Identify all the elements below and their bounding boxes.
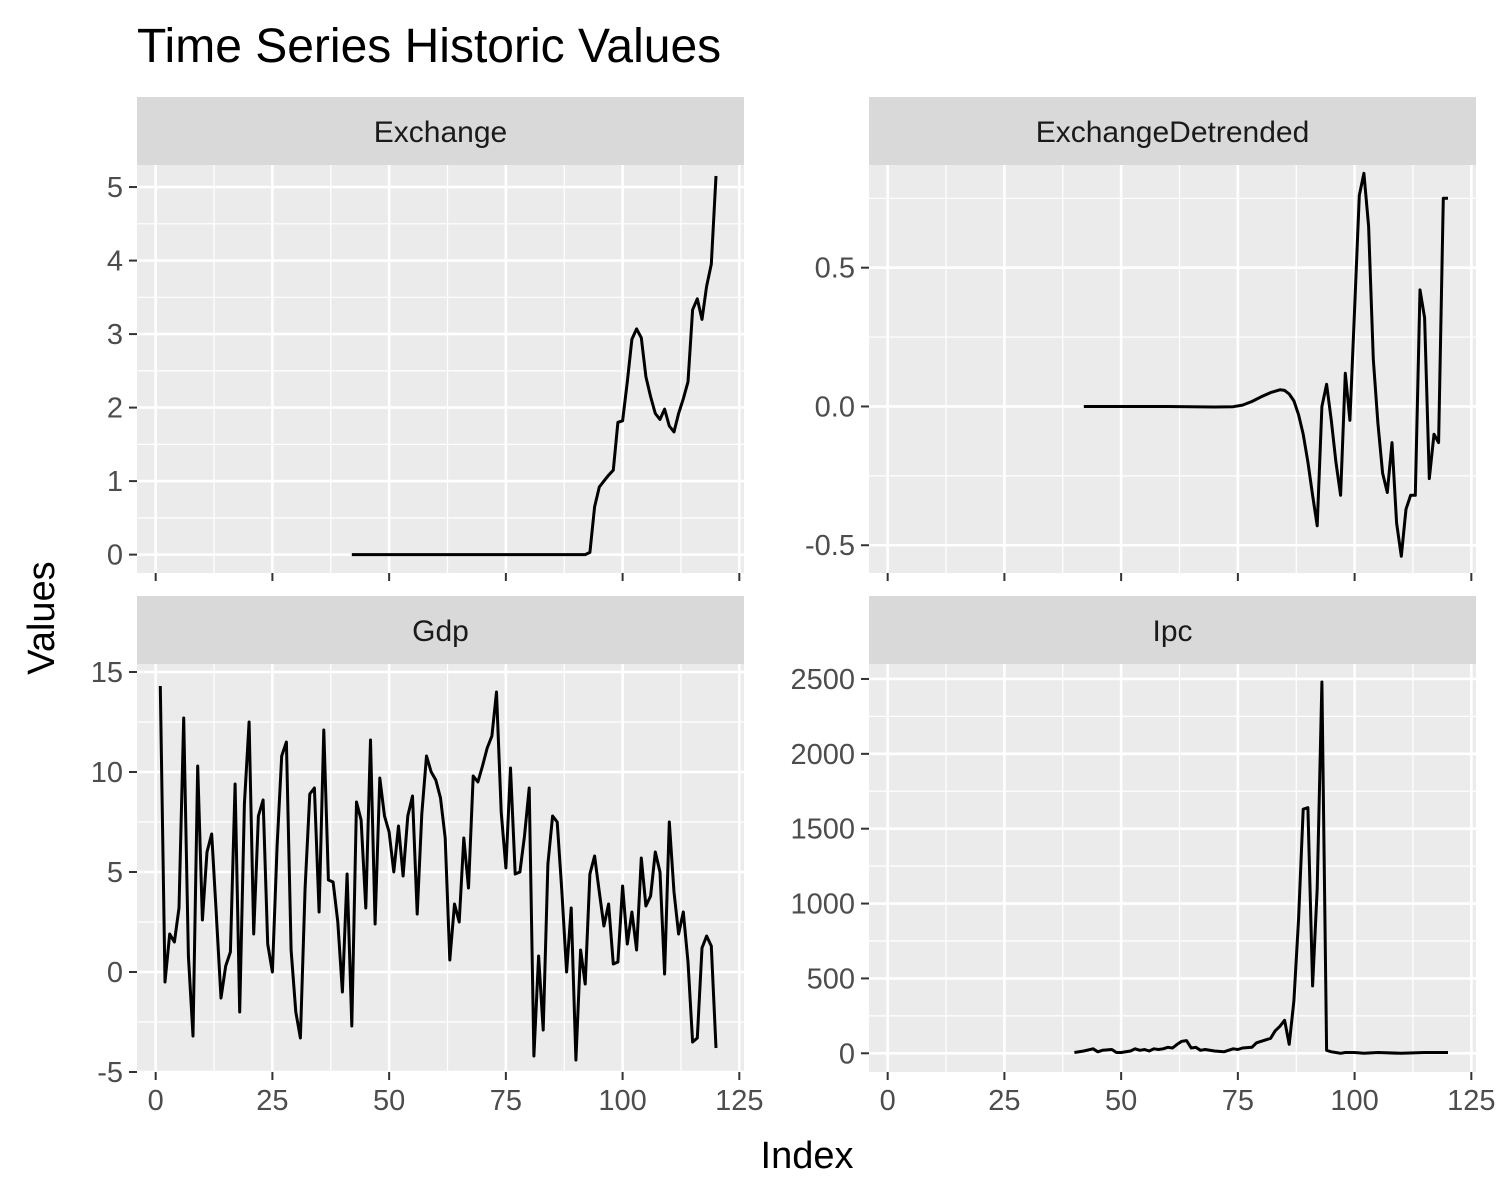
chart-title: Time Series Historic Values <box>137 20 721 73</box>
x-tick-label: 100 <box>1330 1085 1378 1117</box>
y-tick-label: 3 <box>107 319 123 351</box>
facet-gdp: Gdp -5 0 5 10 15 0 25 50 75 100 125 <box>91 596 764 1117</box>
x-tick-label: 75 <box>1222 1085 1254 1117</box>
y-tick-label: 2000 <box>790 739 855 771</box>
series-line-gdp <box>158 685 718 1062</box>
y-tick-label: 1 <box>107 466 123 498</box>
x-tick-label: 125 <box>1447 1085 1495 1117</box>
y-tick-label: -0.5 <box>805 530 855 562</box>
y-tick-label: 0.0 <box>815 391 855 423</box>
y-tick-label: 2 <box>107 393 123 425</box>
series-line-exchangedetrended <box>1083 171 1448 558</box>
y-tick-label: 0 <box>839 1038 855 1070</box>
y-tick-label: 1500 <box>790 814 855 846</box>
x-tick-label: 25 <box>256 1085 288 1117</box>
facet-strip-label: Gdp <box>412 615 469 648</box>
x-tick-label: 125 <box>715 1085 763 1117</box>
panel-background <box>869 165 1476 573</box>
x-tick-label: 50 <box>373 1085 405 1117</box>
facet-strip-label: Exchange <box>374 116 507 149</box>
x-tick-label: 25 <box>988 1085 1020 1117</box>
y-tick-label: 2500 <box>790 664 855 696</box>
y-tick-label: 5 <box>107 172 123 204</box>
x-tick-label: 100 <box>598 1085 646 1117</box>
facet-strip <box>869 596 1476 664</box>
y-tick-label: -5 <box>97 1057 123 1089</box>
series-line-exchange <box>351 175 718 557</box>
x-tick-label: 0 <box>148 1085 164 1117</box>
y-tick-label: 1000 <box>790 889 855 921</box>
x-tick-label: 50 <box>1105 1085 1137 1117</box>
x-axis-title: Index <box>761 1135 854 1177</box>
panel-background <box>137 165 744 573</box>
facet-exchangedetrended: ExchangeDetrended -0.5 0.0 0.5 <box>805 97 1476 581</box>
facet-strip <box>137 596 744 664</box>
facet-exchange: Exchange 0 1 2 3 4 5 <box>107 97 744 581</box>
facet-strip <box>869 97 1476 165</box>
y-tick-label: 0.5 <box>815 253 855 285</box>
y-tick-label: 15 <box>91 657 123 689</box>
x-tick-label: 75 <box>490 1085 522 1117</box>
y-tick-label: 10 <box>91 757 123 789</box>
x-tick-label: 0 <box>880 1085 896 1117</box>
panel-background <box>869 664 1476 1072</box>
y-tick-label: 5 <box>107 857 123 889</box>
y-axis-title: Values <box>21 561 63 674</box>
facet-panels: Exchange 0 1 2 3 4 5 ExchangeDetrended -0.5 0.0 0.… <box>91 97 1496 1117</box>
y-tick-label: 4 <box>107 246 123 278</box>
y-tick-label: 0 <box>107 540 123 572</box>
facet-ipc: Ipc 0 500 1000 1500 2000 2500 0 25 50 75 100 125 <box>790 596 1496 1117</box>
facet-strip-label: ExchangeDetrended <box>1036 116 1310 149</box>
y-tick-label: 0 <box>107 957 123 989</box>
y-tick-label: 500 <box>807 963 855 995</box>
facet-strip-label: Ipc <box>1152 615 1192 648</box>
series-line-ipc <box>1074 680 1448 1055</box>
facet-strip <box>137 97 744 165</box>
